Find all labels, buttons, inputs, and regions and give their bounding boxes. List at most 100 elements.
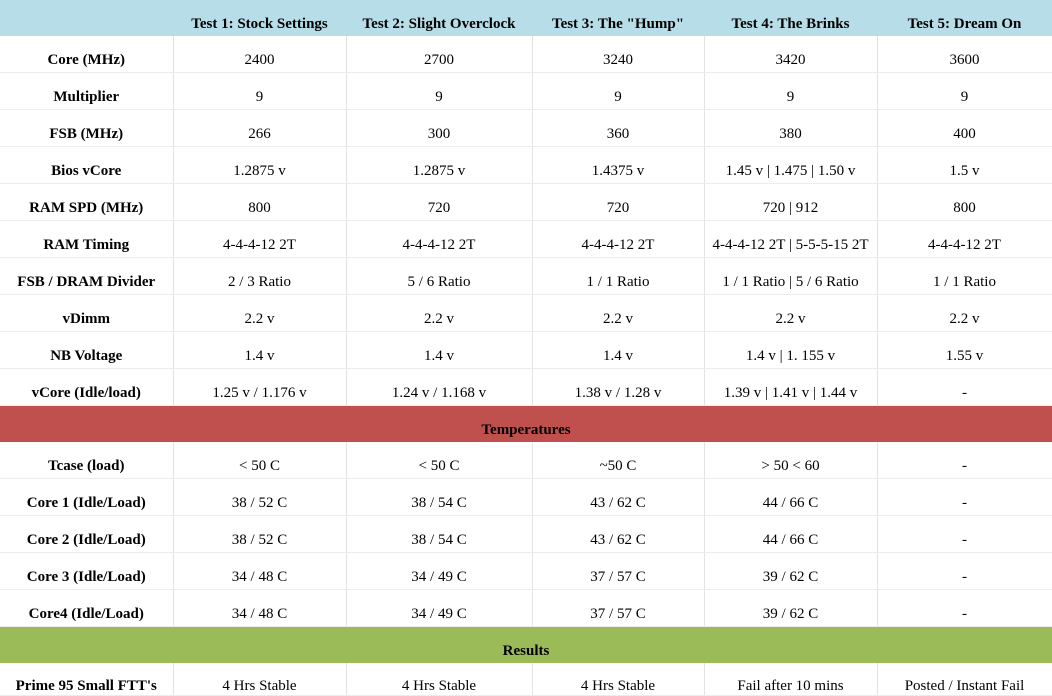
table-cell: 266: [173, 109, 347, 147]
table-cell: 4 Hrs Stable: [346, 663, 533, 696]
table-cell: 1.2875 v: [173, 146, 347, 184]
table-cell: 34 / 48 C: [173, 552, 347, 590]
table-cell: 2700: [346, 36, 533, 73]
table-cell: 1 / 1 Ratio: [877, 257, 1052, 295]
table-cell: 1 / 1 Ratio | 5 / 6 Ratio: [704, 257, 878, 295]
table-cell: 1.5 v: [877, 146, 1052, 184]
table-cell: > 50 < 60: [704, 442, 878, 479]
row-label-bios-vcore: Bios vCore: [0, 146, 174, 184]
table-cell: 38 / 52 C: [173, 515, 347, 553]
row-label-core-3: Core 3 (Idle/Load): [0, 552, 174, 590]
table-cell: 1.24 v / 1.168 v: [346, 368, 533, 406]
table-row: Core4 (Idle/Load) 34 / 48 C 34 / 49 C 37…: [0, 589, 1052, 627]
row-label-tcase-load: Tcase (load): [0, 442, 174, 479]
table-cell: -: [877, 515, 1052, 553]
section-header-temperatures: Temperatures: [0, 405, 1052, 442]
table-row: Core (MHz) 2400 2700 3240 3420 3600: [0, 36, 1052, 73]
table-cell: 2.2 v: [532, 294, 705, 332]
table-cell: 1.2875 v: [346, 146, 533, 184]
column-header-row: Test 1: Stock Settings Test 2: Slight Ov…: [0, 0, 1052, 36]
table-row: FSB / DRAM Divider 2 / 3 Ratio 5 / 6 Rat…: [0, 257, 1052, 295]
table-cell: 3600: [877, 36, 1052, 73]
table-cell: 4 Hrs Stable: [532, 663, 705, 696]
row-label-vdimm: vDimm: [0, 294, 174, 332]
temperatures-section: Temperatures Tcase (load) < 50 C < 50 C …: [0, 405, 1052, 627]
row-label-core-4: Core4 (Idle/Load): [0, 589, 174, 627]
table-cell: 9: [704, 72, 878, 110]
results-section: Results Prime 95 Small FTT's 4 Hrs Stabl…: [0, 626, 1052, 696]
header-corner-cell: [0, 0, 173, 36]
table-cell: 1 / 1 Ratio: [532, 257, 705, 295]
row-label-prime95: Prime 95 Small FTT's: [0, 663, 174, 696]
table-cell: -: [877, 478, 1052, 516]
table-cell: -: [877, 442, 1052, 479]
table-cell: 37 / 57 C: [532, 552, 705, 590]
row-label-fsb-dram-divider: FSB / DRAM Divider: [0, 257, 174, 295]
table-cell: 9: [173, 72, 347, 110]
table-row: Core 2 (Idle/Load) 38 / 52 C 38 / 54 C 4…: [0, 515, 1052, 553]
row-label-nb-voltage: NB Voltage: [0, 331, 174, 369]
table-cell: 5 / 6 Ratio: [346, 257, 533, 295]
table-cell: 4-4-4-12 2T | 5-5-5-15 2T: [704, 220, 878, 258]
table-cell: 9: [877, 72, 1052, 110]
table-cell: 4-4-4-12 2T: [173, 220, 347, 258]
table-cell: 1.25 v / 1.176 v: [173, 368, 347, 406]
table-cell: 400: [877, 109, 1052, 147]
table-cell: 1.4 v: [346, 331, 533, 369]
table-cell: 1.45 v | 1.475 | 1.50 v: [704, 146, 878, 184]
table-cell: 39 / 62 C: [704, 552, 878, 590]
table-cell: -: [877, 589, 1052, 627]
table-row: Tcase (load) < 50 C < 50 C ~50 C > 50 < …: [0, 442, 1052, 479]
table-cell: 9: [346, 72, 533, 110]
table-cell: 300: [346, 109, 533, 147]
table-cell: 1.4 v: [173, 331, 347, 369]
settings-section: Core (MHz) 2400 2700 3240 3420 3600 Mult…: [0, 36, 1052, 406]
table-cell: 2400: [173, 36, 347, 73]
table-cell: 4-4-4-12 2T: [877, 220, 1052, 258]
row-label-core-2: Core 2 (Idle/Load): [0, 515, 174, 553]
table-row: RAM Timing 4-4-4-12 2T 4-4-4-12 2T 4-4-4…: [0, 220, 1052, 258]
table-cell: 720 | 912: [704, 183, 878, 221]
table-cell: 4 Hrs Stable: [173, 663, 347, 696]
section-title-temperatures: Temperatures: [0, 405, 1052, 442]
table-row: NB Voltage 1.4 v 1.4 v 1.4 v 1.4 v | 1. …: [0, 331, 1052, 369]
table-cell: 3240: [532, 36, 705, 73]
table-cell: -: [877, 552, 1052, 590]
table-cell: 44 / 66 C: [704, 515, 878, 553]
column-header-test-1: Test 1: Stock Settings: [173, 0, 346, 36]
table-row: Prime 95 Small FTT's 4 Hrs Stable 4 Hrs …: [0, 663, 1052, 696]
table-cell: 38 / 54 C: [346, 478, 533, 516]
row-label-core-mhz: Core (MHz): [0, 36, 174, 73]
table-cell: < 50 C: [173, 442, 347, 479]
row-label-ram-timing: RAM Timing: [0, 220, 174, 258]
column-header-test-3: Test 3: The "Hump": [532, 0, 704, 36]
table-row: vDimm 2.2 v 2.2 v 2.2 v 2.2 v 2.2 v: [0, 294, 1052, 332]
row-label-vcore-idle-load: vCore (Idle/load): [0, 368, 174, 406]
table-cell: 44 / 66 C: [704, 478, 878, 516]
table-cell: ~50 C: [532, 442, 705, 479]
table-cell: 1.55 v: [877, 331, 1052, 369]
table-cell: Posted / Instant Fail: [877, 663, 1052, 696]
table-cell: 34 / 49 C: [346, 589, 533, 627]
table-cell: 2.2 v: [173, 294, 347, 332]
table-cell: 1.39 v | 1.41 v | 1.44 v: [704, 368, 878, 406]
table-cell: 800: [877, 183, 1052, 221]
section-title-results: Results: [0, 626, 1052, 663]
table-cell: 360: [532, 109, 705, 147]
column-header-test-5: Test 5: Dream On: [877, 0, 1052, 36]
table-cell: 37 / 57 C: [532, 589, 705, 627]
table-cell: 4-4-4-12 2T: [346, 220, 533, 258]
table-cell: 380: [704, 109, 878, 147]
table-cell: 1.4 v | 1. 155 v: [704, 331, 878, 369]
table-cell: 39 / 62 C: [704, 589, 878, 627]
table-cell: 2 / 3 Ratio: [173, 257, 347, 295]
table-cell: 1.4375 v: [532, 146, 705, 184]
table-cell: 720: [346, 183, 533, 221]
table-cell: 38 / 52 C: [173, 478, 347, 516]
table-cell: 2.2 v: [704, 294, 878, 332]
table-cell: 1.38 v / 1.28 v: [532, 368, 705, 406]
section-header-results: Results: [0, 626, 1052, 663]
table-row: Core 1 (Idle/Load) 38 / 52 C 38 / 54 C 4…: [0, 478, 1052, 516]
table-cell: 34 / 48 C: [173, 589, 347, 627]
